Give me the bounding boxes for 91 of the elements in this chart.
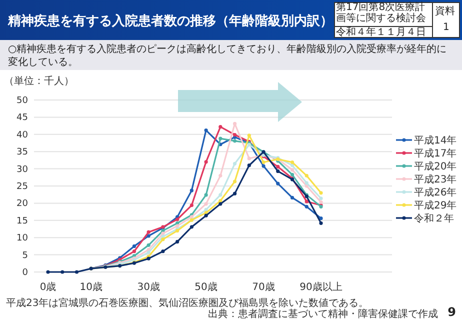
point <box>46 270 50 274</box>
y-tick-label: 5 <box>22 250 28 261</box>
point <box>304 174 308 178</box>
y-tick-label: 0 <box>22 268 28 278</box>
title: 精神疾患を有する入院患者数の推移（年齢階級別内訳） <box>8 12 333 30</box>
point <box>290 172 294 176</box>
x-tick-label: 90歳以上 <box>300 281 342 293</box>
point <box>146 243 150 247</box>
point <box>290 196 294 200</box>
annotation: 第17回第8次医療計画等に関する検討会 <box>336 2 427 24</box>
x-tick-label: 10歳 <box>80 281 102 293</box>
annotation: 資料 <box>435 6 455 17</box>
y-tick-label: 30 <box>16 164 28 175</box>
legend-label: 平成20年 <box>414 160 457 172</box>
point <box>276 169 280 174</box>
point <box>218 174 222 178</box>
point <box>176 240 180 244</box>
point <box>262 160 266 164</box>
point <box>247 134 251 138</box>
point <box>218 198 222 203</box>
annotation: 出典：患者調査に基づいて精神・障害保健課で作成 <box>208 308 438 320</box>
point <box>176 218 180 222</box>
point <box>176 224 180 228</box>
point <box>161 232 165 236</box>
annotation: 令和４年１１月４日 <box>336 27 426 38</box>
point <box>204 128 208 132</box>
annotation: 1 <box>443 22 450 33</box>
point <box>232 180 237 184</box>
legend-label: 平成14年 <box>414 134 457 146</box>
point <box>304 200 308 204</box>
point <box>290 160 294 164</box>
point <box>247 164 251 168</box>
point <box>204 214 208 218</box>
x-tick-label: 0歳 <box>40 281 56 293</box>
point <box>190 203 194 208</box>
point <box>304 184 308 188</box>
point <box>132 250 136 254</box>
point <box>319 221 323 225</box>
point <box>262 164 266 168</box>
legend-label: 平成26年 <box>414 186 457 198</box>
point <box>204 160 208 164</box>
point <box>304 181 308 185</box>
point <box>304 204 308 208</box>
subtitle: ○精神疾患を有する入院患者のピークは高齢化してきており、年齢階級別の入院受療率が経年的に変化している。 <box>8 43 448 69</box>
point <box>218 136 222 140</box>
point <box>146 250 150 254</box>
y-tick-label: 35 <box>16 148 28 158</box>
point <box>132 244 136 248</box>
point <box>319 191 323 195</box>
point <box>232 139 237 143</box>
point <box>232 132 237 137</box>
legend-label: 令和２年 <box>414 212 454 224</box>
point <box>276 182 280 186</box>
y-tick-label: 25 <box>16 182 28 192</box>
point <box>204 193 208 197</box>
y-tick-label: 20 <box>16 199 28 210</box>
legend-label: 平成17年 <box>414 148 457 160</box>
y-tick-label: 50 <box>16 96 28 106</box>
point <box>319 196 323 200</box>
annotation: 平成23年は宮城県の石巻医療圏、気仙沼医療圏及び福島県を除いた数値である。 <box>6 296 369 309</box>
ylabel: （単位：千人） <box>4 74 74 88</box>
point <box>247 156 251 160</box>
point <box>218 125 222 129</box>
point <box>190 225 194 229</box>
point <box>190 188 194 192</box>
point <box>146 230 150 234</box>
point <box>319 200 323 204</box>
point <box>290 168 294 172</box>
point <box>60 270 64 274</box>
point <box>218 202 222 206</box>
legend-label: 平成29年 <box>414 200 457 212</box>
point <box>232 192 237 196</box>
x-tick-label: 50歳 <box>194 281 218 293</box>
point <box>232 162 237 166</box>
point <box>161 250 165 254</box>
annotation: 9 <box>448 305 456 319</box>
y-tick-label: 10 <box>16 234 28 244</box>
point <box>146 234 150 238</box>
point <box>74 270 79 274</box>
x-tick-label: 70歳 <box>252 281 275 293</box>
point <box>204 202 208 206</box>
y-tick-label: 40 <box>16 130 28 140</box>
x-tick-label: 30歳 <box>137 281 160 293</box>
point <box>161 238 165 242</box>
y-tick-label: 45 <box>16 113 28 124</box>
point <box>276 164 280 169</box>
point <box>218 193 222 197</box>
point <box>319 216 323 220</box>
point <box>204 208 208 212</box>
legend-label: 平成23年 <box>414 174 457 186</box>
y-tick-label: 15 <box>16 216 28 226</box>
